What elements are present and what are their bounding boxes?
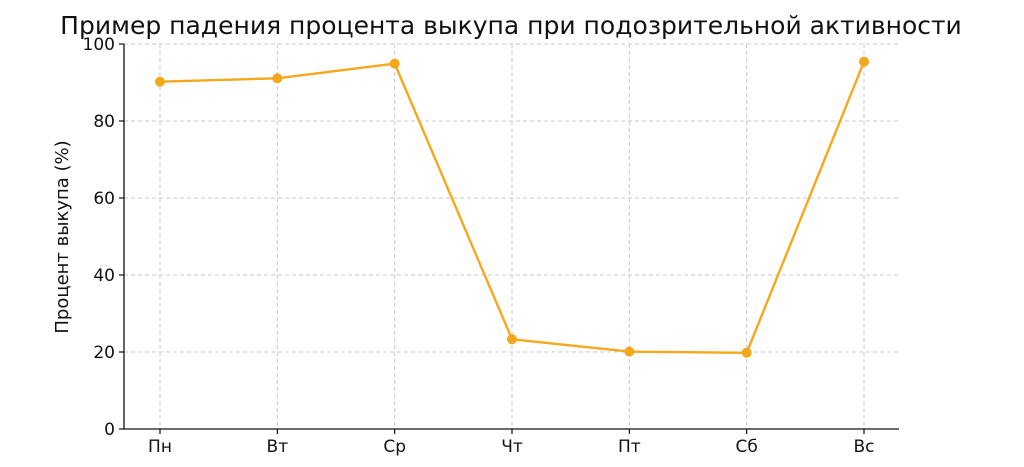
y-tick-label: 100	[83, 35, 115, 55]
data-point	[741, 347, 752, 358]
data-point	[272, 73, 283, 84]
data-point	[859, 56, 869, 67]
x-tick-label: Пн	[148, 437, 172, 457]
data-point	[624, 346, 635, 357]
y-ticks: 0 20 40 60 80 100	[83, 35, 124, 440]
x-tick-label: Пт	[618, 437, 641, 457]
data-point	[155, 76, 165, 87]
x-tick-label: Вс	[853, 437, 874, 457]
chart-title: Пример падения процента выкупа при подоз…	[60, 11, 962, 40]
x-tick-label: Сб	[735, 437, 757, 457]
data-point	[507, 334, 517, 345]
y-tick-label: 60	[93, 189, 115, 209]
series	[155, 56, 869, 358]
x-ticks: Пн Вт Ср Чт Пт Сб Вс	[148, 429, 875, 457]
grid	[124, 43, 899, 429]
y-tick-label: 80	[93, 112, 115, 132]
y-tick-label: 20	[93, 343, 115, 363]
y-tick-label: 0	[104, 420, 115, 440]
x-tick-label: Вт	[267, 437, 289, 457]
y-tick-label: 40	[93, 266, 115, 286]
y-axis-label: Процент выкупа (%)	[52, 140, 73, 333]
x-tick-label: Ср	[383, 437, 406, 457]
data-point	[389, 58, 400, 69]
x-tick-label: Чт	[501, 437, 523, 457]
